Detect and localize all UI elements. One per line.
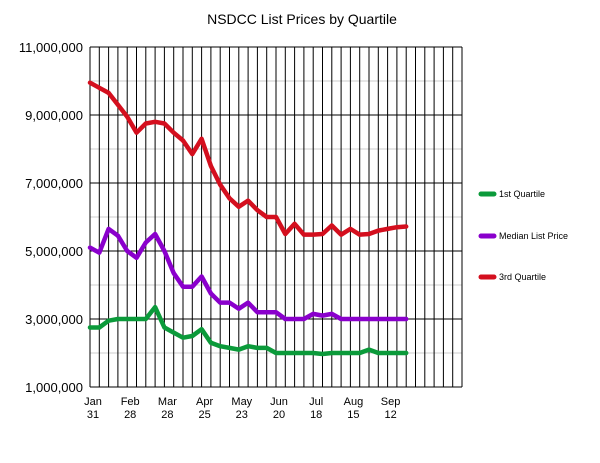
y-tick-label: 3,000,000 — [25, 312, 83, 327]
legend-label: 3rd Quartile — [499, 272, 546, 282]
x-tick-month: Mar — [158, 396, 177, 408]
y-tick-label: 9,000,000 — [25, 108, 83, 123]
y-tick-label: 5,000,000 — [25, 244, 83, 259]
x-tick-day: 20 — [273, 409, 285, 421]
x-tick-month: Jan — [84, 396, 102, 408]
x-tick-day: 23 — [236, 409, 248, 421]
series-line-2 — [87, 226, 409, 322]
x-tick-day: 28 — [124, 409, 136, 421]
y-tick-label: 7,000,000 — [25, 176, 83, 191]
x-tick-day: 18 — [310, 409, 322, 421]
x-tick-month: May — [231, 396, 252, 408]
x-tick-month: Feb — [121, 396, 140, 408]
x-tick-month: Jul — [309, 396, 323, 408]
y-tick-label: 11,000,000 — [19, 40, 83, 55]
series-line-1 — [87, 304, 409, 357]
x-tick-month: Sep — [381, 396, 401, 408]
series-lines — [87, 80, 409, 357]
x-axis-ticks: Jan31Feb28Mar28Apr25May23Jun20Jul18Aug15… — [84, 396, 400, 421]
chart-title: NSDCC List Prices by Quartile — [207, 11, 397, 27]
legend-label: Median List Price — [499, 231, 568, 241]
x-tick-day: 12 — [384, 409, 396, 421]
y-axis-ticks: 1,000,000 3,000,000 5,000,000 7,000,000 9,00… — [19, 40, 83, 395]
x-tick-day: 31 — [87, 409, 99, 421]
series-line-3 — [87, 80, 409, 237]
grid — [89, 46, 463, 388]
x-tick-day: 25 — [198, 409, 210, 421]
y-tick-label: 1,000,000 — [25, 380, 83, 395]
legend-label: 1st Quartile — [499, 189, 545, 199]
x-tick-month: Jun — [270, 396, 288, 408]
x-tick-day: 28 — [161, 409, 173, 421]
x-tick-month: Apr — [196, 396, 213, 408]
legend: 1st Quartile Median List Price 3rd Quartil… — [478, 189, 568, 282]
x-tick-month: Aug — [344, 396, 364, 408]
x-tick-day: 15 — [347, 409, 359, 421]
